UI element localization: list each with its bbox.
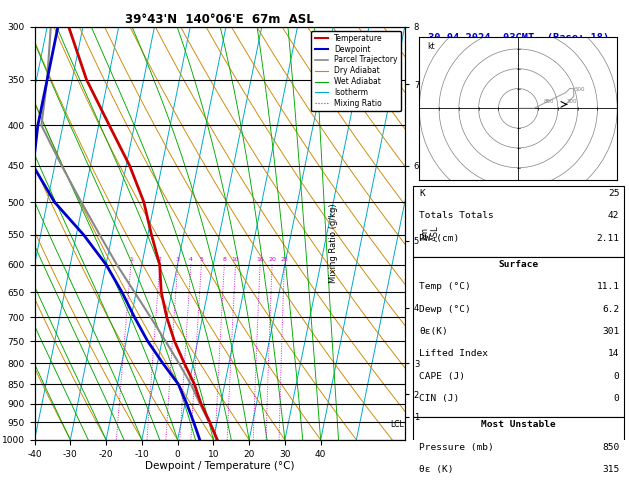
Text: 301: 301	[602, 327, 620, 336]
Text: 4: 4	[189, 257, 193, 262]
Text: 2: 2	[158, 257, 162, 262]
Text: Temp (°C): Temp (°C)	[420, 282, 471, 292]
Text: 30.04.2024  03GMT  (Base: 18): 30.04.2024 03GMT (Base: 18)	[428, 33, 609, 43]
Text: PW (cm): PW (cm)	[420, 234, 460, 243]
Text: 10: 10	[231, 257, 240, 262]
Text: Pressure (mb): Pressure (mb)	[420, 443, 494, 451]
Text: 0: 0	[614, 394, 620, 403]
Bar	[413, 257, 624, 417]
Text: Most Unstable: Most Unstable	[481, 420, 555, 430]
Text: θε(K): θε(K)	[420, 327, 448, 336]
Text: 315: 315	[602, 465, 620, 474]
Y-axis label: km
ASL: km ASL	[421, 226, 440, 241]
Text: 25: 25	[281, 257, 288, 262]
Text: 14: 14	[608, 349, 620, 358]
Text: 850: 850	[602, 443, 620, 451]
Text: 0: 0	[614, 372, 620, 381]
Text: LCL: LCL	[391, 419, 404, 429]
X-axis label: Dewpoint / Temperature (°C): Dewpoint / Temperature (°C)	[145, 461, 294, 471]
Text: K: K	[420, 189, 425, 198]
Legend: Temperature, Dewpoint, Parcel Trajectory, Dry Adiabat, Wet Adiabat, Isotherm, Mi: Temperature, Dewpoint, Parcel Trajectory…	[311, 31, 401, 111]
Text: Surface: Surface	[498, 260, 538, 269]
Text: 1: 1	[129, 257, 133, 262]
Text: 42: 42	[608, 211, 620, 220]
Text: CIN (J): CIN (J)	[420, 394, 460, 403]
Text: Lifted Index: Lifted Index	[420, 349, 488, 358]
Text: 5: 5	[199, 257, 203, 262]
Text: Mixing Ratio (g/kg): Mixing Ratio (g/kg)	[329, 203, 338, 283]
Text: 11.1: 11.1	[596, 282, 620, 292]
Text: 8: 8	[223, 257, 226, 262]
Text: 3: 3	[175, 257, 180, 262]
Title: 39°43'N  140°06'E  67m  ASL: 39°43'N 140°06'E 67m ASL	[125, 13, 314, 26]
Text: θε (K): θε (K)	[420, 465, 454, 474]
Text: 16: 16	[256, 257, 264, 262]
Text: Totals Totals: Totals Totals	[420, 211, 494, 220]
Text: CAPE (J): CAPE (J)	[420, 372, 465, 381]
Text: 6.2: 6.2	[602, 305, 620, 314]
Bar	[413, 417, 624, 486]
Text: 25: 25	[608, 189, 620, 198]
Text: Dewp (°C): Dewp (°C)	[420, 305, 471, 314]
Text: 2.11: 2.11	[596, 234, 620, 243]
Text: 20: 20	[268, 257, 276, 262]
Bar	[413, 186, 624, 257]
